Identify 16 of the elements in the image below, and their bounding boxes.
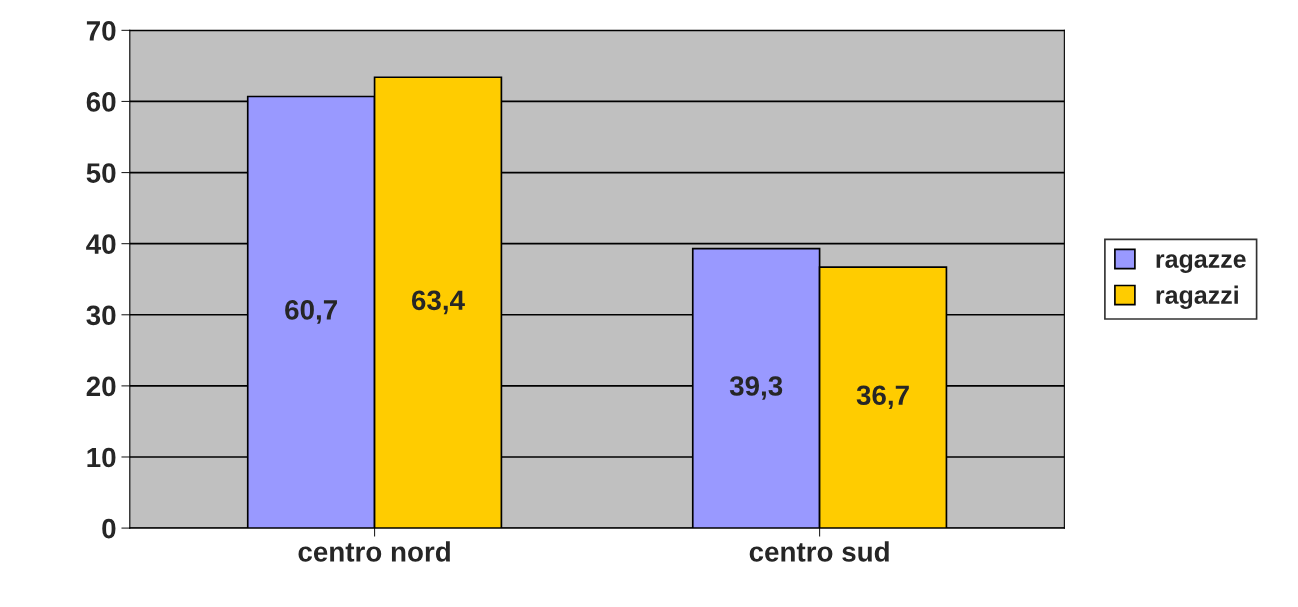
y-tick-label: 30 <box>86 305 116 326</box>
data-label: 39,3 <box>729 376 783 400</box>
data-label: 36,7 <box>856 385 909 410</box>
y-tick-label: 10 <box>87 447 116 468</box>
legend-label: ragazzi <box>1156 285 1238 310</box>
legend-label: ragazze <box>1156 254 1246 273</box>
y-tick-label: 50 <box>86 163 116 183</box>
data-label: 60,7 <box>285 300 337 324</box>
x-tick-label: centro sud <box>749 541 889 562</box>
y-tick-label: 70 <box>86 21 116 41</box>
y-tick-label: 20 <box>86 376 116 397</box>
y-tick-label: 40 <box>86 234 116 255</box>
y-tick-label: 60 <box>86 92 116 112</box>
x-tick-label: centro nord <box>298 541 450 562</box>
y-tick-label: 0 <box>102 518 116 539</box>
data-label: 63,4 <box>411 290 465 315</box>
